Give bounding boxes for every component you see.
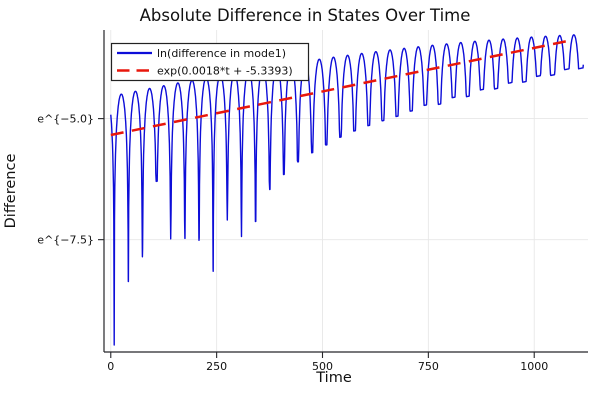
chart-title: Absolute Difference in States Over Time (140, 6, 471, 25)
legend-label-ln: ln(difference in mode1) (157, 47, 286, 60)
tick-marks (98, 118, 535, 358)
x-tick-label: 750 (418, 360, 439, 373)
legend: ln(difference in mode1) exp(0.0018*t + -… (110, 42, 310, 82)
axes (103, 30, 588, 353)
x-tick-label: 1000 (520, 360, 548, 373)
x-tick-labels: 0 250 500 750 1000 (107, 360, 548, 373)
x-tick-label: 500 (312, 360, 333, 373)
x-tick-label: 0 (107, 360, 114, 373)
exp-fit-series-line (110, 39, 571, 137)
y-tick-labels: e^{−5.0} e^{−7.5} (37, 113, 94, 247)
y-tick-label: e^{−7.5} (37, 234, 94, 247)
y-tick-label: e^{−5.0} (37, 113, 94, 126)
x-tick-label: 250 (206, 360, 227, 373)
y-axis-label: Difference (3, 154, 19, 229)
legend-box (110, 42, 310, 82)
x-axis-label: Time (315, 370, 352, 386)
ln-difference-series-line (110, 34, 584, 346)
legend-label-fit: exp(0.0018*t + -5.3393) (157, 65, 293, 78)
